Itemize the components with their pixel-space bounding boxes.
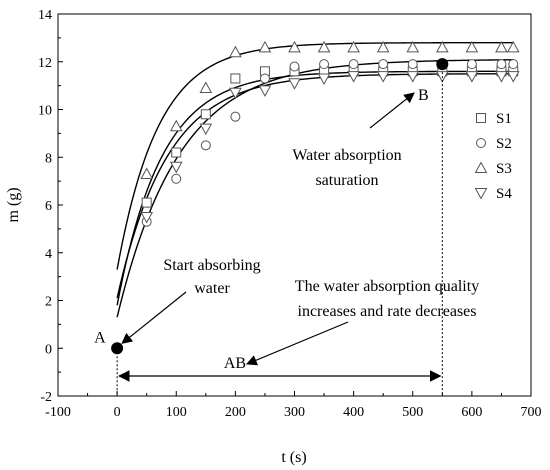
annotation-quality-line1: The water absorption quality (295, 278, 479, 295)
data-point-s2 (259, 73, 270, 84)
fit-curve-s2 (116, 59, 514, 318)
data-point-s2 (171, 173, 182, 184)
data-point-s3 (258, 40, 272, 53)
data-point-s2 (348, 59, 359, 70)
x-tick-label: 400 (343, 405, 364, 420)
data-point-s2 (319, 59, 330, 70)
legend-label-s1: S1 (496, 111, 512, 127)
annotation-start-line1: Start absorbing (163, 257, 260, 274)
data-point-s4 (199, 123, 213, 136)
data-point-s2 (496, 59, 507, 70)
y-tick-label: -2 (40, 390, 52, 405)
data-point-s3 (229, 45, 242, 58)
data-point-s3 (169, 119, 183, 132)
data-point-s4 (406, 71, 420, 83)
legend-marker-s4 (474, 188, 488, 200)
data-point-s3 (140, 167, 154, 179)
fit-curve-s3 (116, 41, 514, 270)
annotation-saturation-line1: Water absorption (292, 147, 401, 164)
legend-marker-s2 (476, 138, 486, 148)
y-tick-label: 2 (45, 295, 52, 310)
data-point-s4 (317, 73, 331, 86)
data-point-s4 (495, 71, 508, 83)
x-tick-label: 500 (402, 405, 423, 420)
data-point-s3 (317, 40, 331, 53)
data-point-s2 (407, 59, 418, 70)
annotation-start-line2: water (194, 280, 230, 297)
data-point-s3 (506, 40, 520, 53)
legend-label-s4: S4 (496, 186, 512, 202)
data-point-s4 (288, 78, 301, 90)
x-tick-label: -100 (45, 405, 71, 420)
y-tick-label: 0 (45, 342, 52, 357)
data-point-s3 (406, 40, 420, 53)
y-tick-label: 6 (45, 199, 52, 214)
legend-marker-s1 (476, 113, 486, 123)
data-point-s4 (376, 71, 390, 83)
data-point-s1 (200, 109, 211, 120)
point-a (111, 342, 124, 355)
point-a-label: A (94, 329, 106, 346)
x-tick-label: 300 (284, 405, 305, 420)
data-point-s3 (495, 40, 508, 53)
data-point-s2 (230, 111, 241, 122)
x-tick-label: 100 (166, 405, 187, 420)
data-point-s4 (140, 211, 154, 224)
data-point-s1 (141, 197, 152, 208)
legend-label-s2: S2 (496, 136, 512, 152)
legend-marker-s3 (474, 161, 488, 173)
data-point-s2 (200, 140, 211, 151)
x-tick-label: 200 (225, 405, 246, 420)
start-arrow (121, 291, 187, 344)
data-point-s3 (347, 40, 360, 53)
point-b (436, 58, 449, 71)
legend-label-s3: S3 (496, 161, 512, 177)
data-point-s4 (229, 87, 242, 100)
annotation-saturation-line2: saturation (315, 172, 378, 189)
data-point-s3 (435, 40, 449, 53)
data-point-s4 (258, 85, 272, 97)
y-tick-label: 12 (38, 56, 52, 71)
data-point-s3 (465, 40, 479, 53)
data-point-s3 (376, 40, 390, 53)
data-point-s4 (169, 161, 183, 174)
data-point-s3 (199, 81, 213, 94)
data-point-s2 (508, 59, 519, 70)
y-tick-label: 8 (45, 151, 52, 166)
x-tick-label: 700 (521, 405, 542, 420)
y-tick-label: 14 (38, 8, 52, 23)
y-axis-label: m (g) (5, 187, 22, 222)
y-tick-label: 10 (38, 104, 52, 119)
annotation-quality-line2: increases and rate decreases (298, 303, 477, 320)
x-tick-label: 0 (114, 405, 121, 420)
data-point-s2 (466, 59, 477, 70)
data-point-s1 (230, 73, 241, 84)
data-point-s2 (289, 61, 300, 72)
data-point-s1 (171, 147, 182, 158)
x-tick-label: 600 (461, 405, 482, 420)
saturation-arrow (369, 92, 415, 129)
x-axis-label: t (s) (281, 449, 306, 466)
quality-arrow (246, 321, 349, 366)
data-point-s4 (465, 71, 479, 83)
point-b-label: B (418, 87, 429, 104)
data-point-s3 (288, 40, 301, 53)
data-point-s4 (506, 71, 520, 83)
annotation-segment-ab: AB (224, 355, 246, 372)
y-tick-label: 4 (45, 247, 52, 262)
data-point-s4 (347, 71, 360, 83)
data-point-s2 (378, 59, 389, 70)
